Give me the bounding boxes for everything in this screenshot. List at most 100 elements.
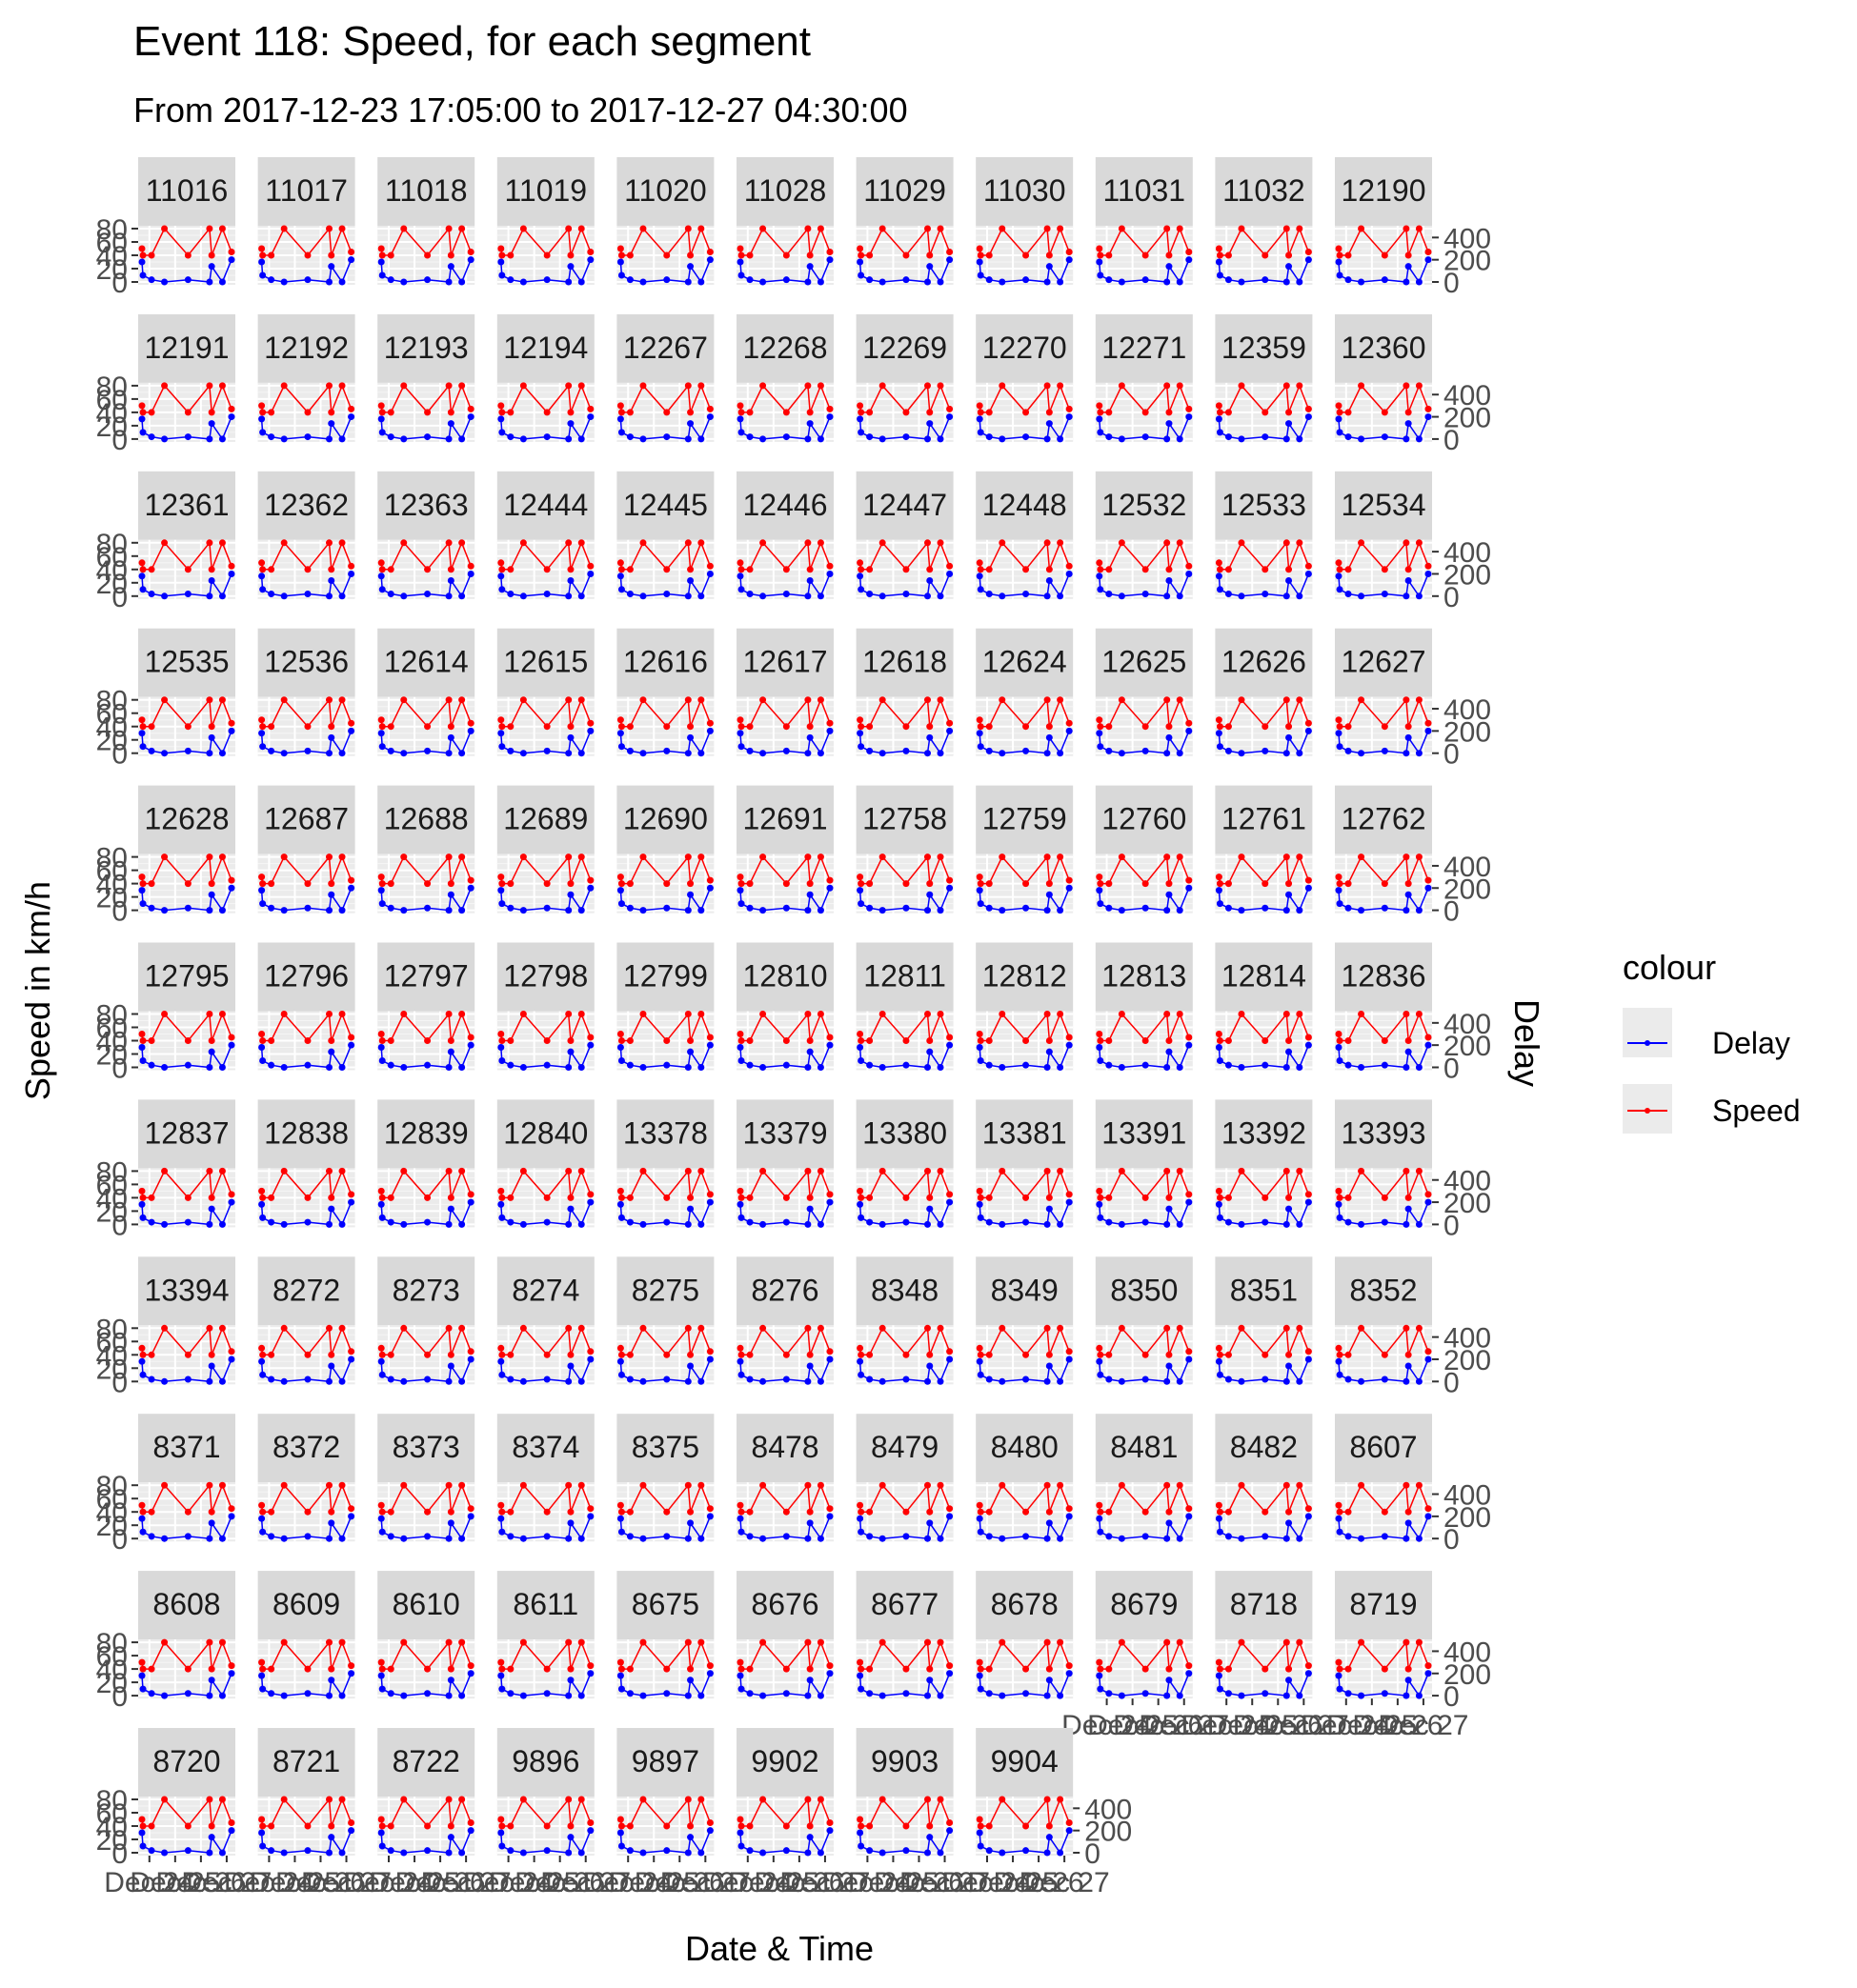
delay-point xyxy=(325,907,333,914)
delay-point xyxy=(1335,258,1342,266)
facet-label: 11019 xyxy=(504,173,587,208)
speed-point xyxy=(684,1796,692,1803)
facet-strip xyxy=(737,471,834,540)
delay-point xyxy=(878,907,886,914)
delay-point xyxy=(1296,435,1303,443)
speed-point xyxy=(218,696,226,704)
speed-point xyxy=(184,1508,192,1516)
speed-point xyxy=(400,1481,408,1489)
speed-point xyxy=(507,1822,515,1830)
delay-point xyxy=(378,1528,386,1536)
delay-point xyxy=(458,1849,466,1857)
speed-point xyxy=(519,382,527,390)
speed-point xyxy=(746,1194,754,1201)
speed-point xyxy=(639,1011,647,1017)
speed-point xyxy=(1262,1665,1269,1673)
delay-point xyxy=(519,750,527,757)
delay-point xyxy=(976,1515,983,1522)
delay-point xyxy=(926,1362,934,1370)
facet-strip xyxy=(856,1728,954,1797)
speed-point xyxy=(902,880,910,888)
delay-point xyxy=(328,420,335,428)
y-tick-label: 40 xyxy=(96,870,128,901)
facet-label: 12687 xyxy=(264,802,349,836)
speed-point xyxy=(1045,723,1053,731)
speed-point xyxy=(138,1501,146,1509)
speed-point xyxy=(519,853,527,861)
delay-point xyxy=(1141,1533,1149,1540)
speed-point xyxy=(565,1324,573,1332)
speed-point xyxy=(1065,1034,1073,1041)
delay-point xyxy=(684,1692,692,1699)
delay-point xyxy=(1022,590,1030,597)
delay-point xyxy=(447,1362,454,1370)
delay-point xyxy=(1285,891,1293,898)
speed-point xyxy=(1424,562,1432,570)
speed-point xyxy=(858,1508,865,1516)
speed-point xyxy=(1304,876,1312,884)
facet-label: 8275 xyxy=(632,1273,699,1307)
speed-point xyxy=(348,1191,355,1198)
delay-point xyxy=(304,747,312,754)
speed-point xyxy=(1358,1324,1365,1332)
speed-point xyxy=(1304,249,1312,255)
delay-point xyxy=(1358,1220,1365,1228)
delay-point xyxy=(1282,278,1290,286)
delay-point xyxy=(1043,1849,1051,1857)
delay-point xyxy=(706,1041,714,1049)
delay-point xyxy=(218,1692,226,1699)
speed-point xyxy=(1216,251,1223,259)
delay-point xyxy=(817,1220,824,1228)
speed-point xyxy=(387,251,394,259)
delay-point xyxy=(258,887,266,894)
delay-point xyxy=(1043,435,1051,443)
speed-point xyxy=(1057,853,1064,861)
delay-point xyxy=(826,1827,834,1835)
delay-point xyxy=(1216,586,1223,593)
delay-point xyxy=(280,1535,288,1542)
y2-tick-label: 200 xyxy=(1084,1817,1132,1848)
delay-point xyxy=(1022,1376,1030,1383)
speed-point xyxy=(806,1037,814,1044)
delay-point xyxy=(1358,1064,1365,1071)
speed-point xyxy=(626,1822,634,1830)
delay-point xyxy=(1336,1528,1343,1536)
delay-point xyxy=(1176,1377,1183,1385)
speed-point xyxy=(617,1194,625,1201)
facet-strip xyxy=(1095,942,1193,1012)
delay-point xyxy=(1344,1533,1352,1540)
facet-strip xyxy=(976,1099,1074,1169)
facet-panel: 12761 xyxy=(1215,785,1313,914)
y2-tick-label: 0 xyxy=(1443,739,1460,771)
speed-point xyxy=(1043,853,1051,861)
speed-point xyxy=(1045,1508,1053,1516)
speed-point xyxy=(184,723,192,731)
delay-point xyxy=(1424,256,1432,264)
delay-point xyxy=(1381,590,1388,597)
delay-point xyxy=(976,1200,983,1208)
delay-point xyxy=(348,256,355,264)
delay-point xyxy=(387,1690,394,1697)
delay-point xyxy=(498,1685,506,1693)
delay-point xyxy=(1381,276,1388,284)
facet-label: 11018 xyxy=(385,173,468,208)
speed-point xyxy=(926,723,934,731)
speed-point xyxy=(1424,1034,1432,1041)
delay-point xyxy=(759,435,767,443)
delay-point xyxy=(806,1677,814,1684)
speed-point xyxy=(878,1011,886,1017)
delay-point xyxy=(946,1355,954,1363)
facet-label: 12193 xyxy=(384,331,469,365)
speed-point xyxy=(258,874,266,881)
facet-panel: 8677 xyxy=(856,1571,954,1699)
delay-point xyxy=(1118,1692,1125,1699)
speed-point xyxy=(577,853,585,861)
speed-point xyxy=(937,853,944,861)
delay-point xyxy=(1057,1849,1064,1857)
delay-point xyxy=(826,727,834,734)
delay-point xyxy=(445,1535,453,1542)
delay-point xyxy=(228,1198,235,1206)
delay-point xyxy=(587,256,595,264)
